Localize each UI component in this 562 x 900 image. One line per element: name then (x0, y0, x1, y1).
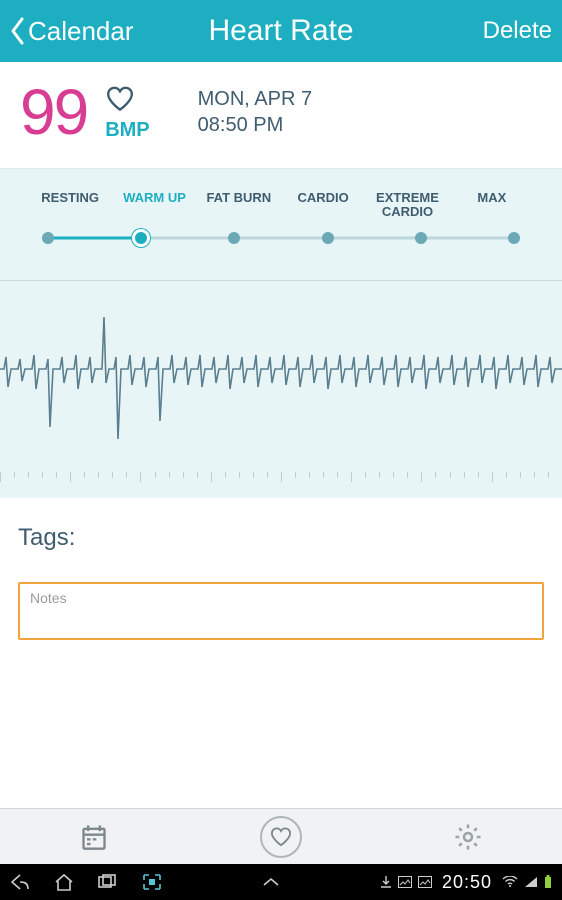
notes-box[interactable] (18, 582, 544, 640)
zone-line-active (48, 236, 141, 239)
zone-label: EXTREME CARDIO (365, 191, 449, 220)
meta-section: Tags: (0, 498, 562, 808)
time-label: 08:50 PM (198, 112, 312, 138)
zone-label: WARM UP (112, 191, 196, 220)
download-icon (380, 875, 392, 889)
zone-track[interactable] (48, 226, 514, 250)
zone-dot[interactable] (132, 229, 150, 247)
android-nav-bar: 20:50 (0, 864, 562, 900)
zone-label: FAT BURN (197, 191, 281, 220)
tab-bar (0, 808, 562, 864)
bpm-unit-label: BMP (105, 119, 149, 142)
summary-row: 99 BMP MON, APR 7 08:50 PM (0, 62, 562, 168)
waveform-ticks (0, 472, 562, 482)
zone-label: CARDIO (281, 191, 365, 220)
gear-icon (453, 822, 483, 852)
datetime: MON, APR 7 08:50 PM (198, 86, 312, 138)
chevron-up-icon[interactable] (262, 877, 280, 887)
calendar-icon (80, 823, 108, 851)
heart-icon (270, 827, 292, 847)
recent-apps-icon[interactable] (98, 874, 118, 890)
tab-calendar[interactable] (0, 809, 187, 864)
wifi-icon (502, 876, 518, 888)
notes-input[interactable] (30, 590, 532, 606)
image-icon (398, 876, 412, 888)
back-button[interactable]: Calendar (10, 16, 134, 47)
chevron-left-icon (10, 17, 26, 45)
zone-dot[interactable] (508, 232, 520, 244)
signal-icon (524, 876, 538, 888)
back-label: Calendar (28, 16, 134, 47)
zone-panel: RESTINGWARM UPFAT BURNCARDIOEXTREME CARD… (0, 168, 562, 280)
waveform-svg (0, 289, 562, 449)
tab-settings[interactable] (375, 809, 562, 864)
home-icon[interactable] (54, 873, 74, 891)
zone-label: RESTING (28, 191, 112, 220)
zone-labels: RESTINGWARM UPFAT BURNCARDIOEXTREME CARD… (0, 191, 562, 220)
zone-dot[interactable] (42, 232, 54, 244)
heart-icon (105, 86, 149, 117)
image-icon (418, 876, 432, 888)
zone-dot[interactable] (228, 232, 240, 244)
measure-circle (260, 816, 302, 858)
status-icons: 20:50 (380, 872, 552, 893)
waveform-panel (0, 280, 562, 498)
back-icon[interactable] (10, 873, 30, 891)
page-title: Heart Rate (208, 14, 353, 48)
battery-icon (544, 875, 552, 889)
tab-measure[interactable] (187, 809, 374, 864)
bpm-value: 99 (20, 80, 87, 144)
zone-label: MAX (450, 191, 534, 220)
tags-label: Tags: (18, 524, 544, 552)
status-clock: 20:50 (442, 872, 492, 893)
zone-dot[interactable] (322, 232, 334, 244)
delete-button[interactable]: Delete (483, 17, 552, 45)
screenshot-icon[interactable] (142, 873, 162, 891)
bpm-unit-column: BMP (105, 86, 149, 142)
header-bar: Calendar Heart Rate Delete (0, 0, 562, 62)
zone-dot[interactable] (415, 232, 427, 244)
date-label: MON, APR 7 (198, 86, 312, 112)
